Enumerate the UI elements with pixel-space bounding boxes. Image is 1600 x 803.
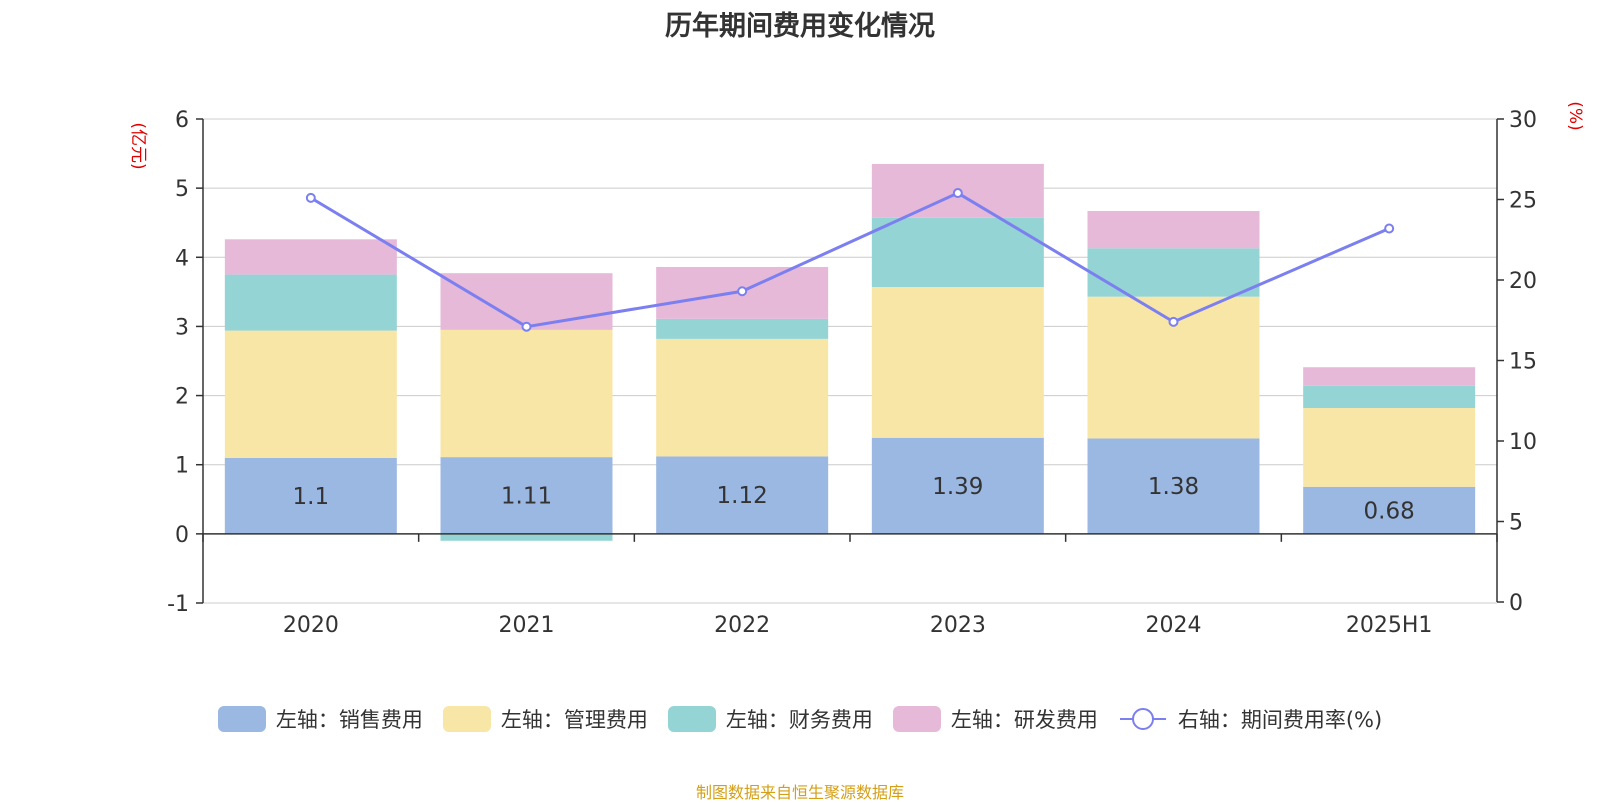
y-left-tick-label: 5	[175, 177, 189, 202]
data-label: 1.38	[1148, 474, 1199, 500]
line-point	[305, 192, 316, 203]
y-right-tick-label: 0	[1509, 591, 1523, 616]
y-left-tick-label: -1	[167, 592, 189, 617]
line-point	[1384, 223, 1395, 234]
bar-rd	[224, 239, 397, 275]
y-left-tick-label: 4	[175, 246, 189, 271]
data-label: 1.11	[501, 483, 552, 509]
bar-rd	[1087, 210, 1260, 249]
legend-label: 左轴：研发费用	[950, 708, 1098, 732]
bar-sales	[1087, 438, 1260, 534]
x-tick-label: 2023	[930, 613, 986, 638]
bar-admin	[1303, 408, 1476, 487]
legend-item-admin[interactable]: 左轴：管理费用	[442, 704, 648, 734]
bar-rd	[1303, 367, 1476, 386]
bar-finance	[1087, 248, 1260, 297]
bar-admin	[440, 329, 613, 458]
x-tick-label: 2021	[499, 613, 555, 638]
bar-sales	[1303, 486, 1476, 534]
line-point	[521, 321, 532, 332]
legend-item-rd[interactable]: 左轴：研发费用	[892, 704, 1098, 734]
legend-label: 左轴：管理费用	[500, 708, 648, 732]
y-left-tick-label: 2	[175, 385, 189, 410]
legend-label: 左轴：销售费用	[275, 708, 423, 732]
y-right-tick-label: 10	[1509, 430, 1537, 455]
bar-finance	[656, 318, 829, 339]
data-label: 1.39	[932, 474, 983, 500]
bar-admin	[656, 338, 829, 457]
y-left-tick-label: 0	[175, 523, 189, 548]
legend-swatch-icon	[217, 706, 266, 732]
legend-line-marker-icon	[1119, 708, 1166, 730]
bar-sales	[224, 457, 397, 534]
chart-title: 历年期间费用变化情况	[665, 11, 935, 42]
x-tick-label: 2024	[1146, 613, 1202, 638]
y-left-tick-label: 6	[175, 108, 189, 133]
y-right-tick-label: 25	[1509, 189, 1537, 214]
legend-swatch-icon	[667, 706, 716, 732]
bar-finance	[871, 217, 1044, 288]
bar-admin	[871, 287, 1044, 438]
y-right-tick-label: 20	[1509, 269, 1537, 294]
legend-swatch-icon	[442, 706, 491, 732]
y-right-tick-label: 5	[1509, 511, 1523, 536]
bar-admin	[224, 330, 397, 458]
series-line-rate	[310, 191, 1390, 329]
y-left-tick-label: 3	[175, 315, 189, 340]
legend-swatch-icon	[892, 706, 941, 732]
line-point	[952, 188, 963, 199]
legend-item-sales[interactable]: 左轴：销售费用	[217, 704, 423, 734]
y-right-tick-label: 30	[1509, 108, 1537, 133]
x-tick-label: 2022	[714, 613, 770, 638]
x-tick-label: 2020	[283, 613, 339, 638]
chart-legend: 左轴：销售费用 左轴：管理费用 左轴：财务费用 左轴：研发费用 右轴：期间费用率(%)	[0, 704, 1600, 734]
bar-finance	[1303, 385, 1476, 409]
bar-sales	[440, 457, 613, 534]
line-point	[1168, 316, 1179, 327]
legend-label: 左轴：财务费用	[725, 708, 873, 732]
legend-item-finance[interactable]: 左轴：财务费用	[667, 704, 873, 734]
line-point	[737, 286, 748, 297]
x-tick-label: 2025H1	[1346, 613, 1433, 638]
data-label: 1.12	[717, 483, 768, 509]
y-right-unit-label: (%)	[1565, 101, 1585, 130]
bar-sales	[871, 437, 1044, 534]
legend-item-rate[interactable]: 右轴：期间费用率(%)	[1118, 704, 1382, 734]
bar-rd	[440, 273, 613, 330]
data-label: 1.1	[293, 484, 330, 510]
y-left-tick-label: 1	[175, 454, 189, 479]
bar-sales	[656, 456, 829, 534]
y-left-unit-label: (亿元)	[128, 122, 148, 169]
bar-finance	[440, 533, 613, 541]
bar-finance	[224, 274, 397, 331]
y-right-tick-label: 15	[1509, 350, 1537, 375]
data-label: 0.68	[1364, 498, 1415, 524]
source-note: 制图数据来自恒生聚源数据库	[695, 783, 904, 802]
legend-label: 右轴：期间费用率(%)	[1177, 708, 1383, 732]
